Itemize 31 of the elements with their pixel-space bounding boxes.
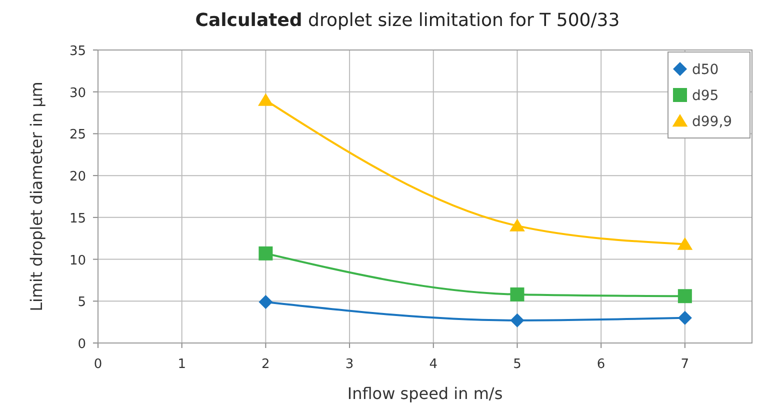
y-axis-title: Limit droplet diameter in µm	[27, 82, 46, 312]
point	[677, 237, 693, 250]
x-tick-label: 4	[429, 357, 438, 372]
y-tick-label: 30	[69, 86, 86, 101]
point	[258, 246, 273, 260]
point	[678, 289, 692, 304]
x-tick-label: 2	[262, 357, 270, 372]
chart-title: Calculated droplet size limitation for T 500/33	[195, 10, 620, 31]
x-tick-label: 3	[345, 357, 354, 372]
legend-label: d50	[692, 62, 719, 78]
point	[510, 313, 524, 328]
x-tick-label: 1	[178, 357, 186, 372]
x-tick-label: 5	[513, 357, 522, 372]
point	[258, 93, 274, 106]
y-tick-label: 15	[69, 211, 86, 226]
x-tick-label: 7	[680, 357, 690, 372]
legend-label: d99,9	[692, 114, 732, 130]
point	[510, 287, 524, 302]
x-axis-title: Inflow speed in m/s	[347, 384, 503, 403]
y-tick-label: 35	[69, 44, 86, 59]
x-tick-label: 0	[94, 357, 102, 372]
point	[510, 218, 525, 232]
y-tick-label: 5	[78, 295, 86, 310]
y-tick-label: 25	[69, 128, 86, 143]
x-tick-label: 6	[596, 357, 606, 372]
point	[678, 310, 692, 325]
y-tick-label: 20	[69, 170, 86, 185]
y-tick-label: 10	[69, 253, 86, 268]
legend-label: d95	[692, 88, 719, 104]
y-tick-label: 0	[78, 337, 86, 352]
point	[258, 294, 273, 309]
